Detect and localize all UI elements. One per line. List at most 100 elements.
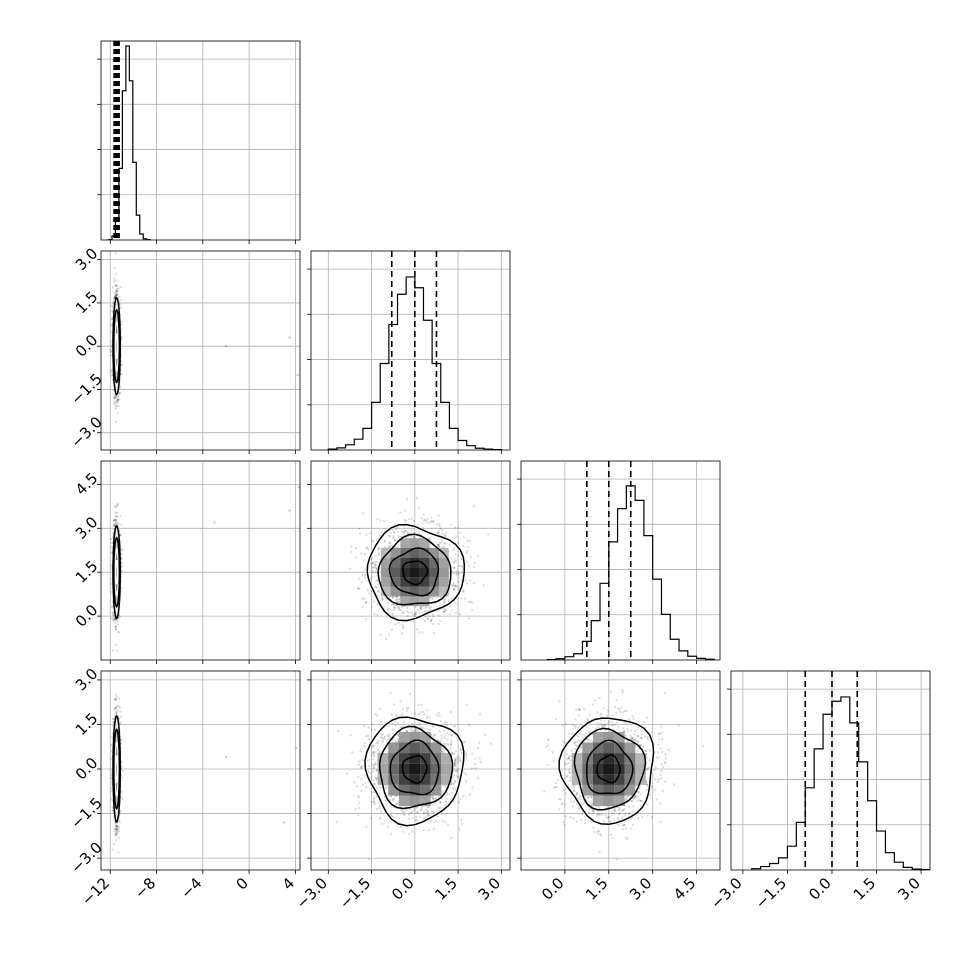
scatter-point bbox=[113, 266, 116, 269]
scatter-point bbox=[440, 540, 443, 544]
scatter-point bbox=[394, 599, 397, 602]
scatter-point bbox=[114, 518, 118, 521]
scatter-point bbox=[390, 603, 393, 606]
scatter-point bbox=[462, 589, 465, 592]
scatter-point bbox=[471, 609, 474, 612]
scatter-point bbox=[110, 374, 113, 377]
scatter-point bbox=[444, 599, 447, 602]
scatter-point bbox=[428, 606, 431, 610]
scatter-point bbox=[397, 605, 401, 608]
scatter-point bbox=[117, 412, 120, 415]
scatter-point bbox=[394, 528, 398, 531]
scatter-point bbox=[462, 590, 465, 593]
scatter-point bbox=[439, 603, 442, 606]
scatter-point bbox=[397, 535, 400, 538]
scatter-point bbox=[376, 578, 379, 581]
scatter-point bbox=[365, 600, 368, 604]
scatter-point bbox=[114, 420, 117, 423]
contour-2 bbox=[377, 533, 452, 606]
scatter-point bbox=[414, 612, 417, 615]
hist-panel-1 bbox=[311, 251, 510, 450]
scatter-point bbox=[113, 617, 116, 620]
scatter-point bbox=[120, 523, 123, 526]
density-block bbox=[400, 577, 410, 587]
scatter-point bbox=[112, 518, 116, 521]
density-block bbox=[390, 557, 401, 568]
scatter-point bbox=[420, 517, 423, 520]
scatter-point bbox=[117, 819, 120, 822]
scatter-point bbox=[487, 533, 490, 536]
density-block bbox=[429, 557, 440, 568]
scatter-point bbox=[109, 617, 112, 620]
scatter-point bbox=[358, 587, 361, 591]
scatter-point bbox=[423, 519, 426, 522]
scatter-point bbox=[385, 637, 388, 640]
scatter-point bbox=[426, 605, 429, 608]
scatter-point bbox=[115, 294, 118, 297]
density-block bbox=[419, 577, 430, 587]
scatter-point bbox=[115, 515, 118, 518]
scatter-point bbox=[114, 511, 117, 514]
scatter-point bbox=[452, 566, 455, 570]
scatter-point bbox=[386, 598, 389, 602]
scatter-point bbox=[116, 398, 120, 401]
hist-frame-0 bbox=[100, 40, 301, 241]
scatter-point bbox=[110, 541, 113, 545]
scatter-point bbox=[371, 605, 374, 608]
scatter-point bbox=[350, 550, 353, 553]
scatter-point bbox=[118, 631, 121, 634]
scatter-point bbox=[436, 543, 439, 546]
density-block bbox=[400, 596, 410, 607]
scatter-point bbox=[363, 559, 366, 562]
scatter-point bbox=[437, 614, 440, 617]
scatter-point bbox=[112, 302, 115, 305]
scatter-point bbox=[117, 522, 120, 525]
scatter-panel-3-0 bbox=[101, 671, 300, 870]
density-block bbox=[439, 557, 449, 568]
scatter-point bbox=[118, 706, 121, 709]
scatter-point bbox=[419, 606, 423, 610]
scatter-point bbox=[473, 561, 476, 565]
scatter-point bbox=[358, 527, 361, 531]
scatter-point bbox=[116, 502, 119, 505]
scatter-point bbox=[404, 529, 407, 533]
scatter-point bbox=[296, 373, 299, 377]
scatter-point bbox=[111, 309, 114, 312]
scatter-point bbox=[373, 613, 376, 616]
scatter-point bbox=[117, 617, 120, 620]
scatter-point bbox=[375, 579, 378, 582]
scatter-point bbox=[120, 335, 123, 338]
scatter-point bbox=[110, 546, 113, 549]
density-block bbox=[410, 557, 420, 568]
scatter-point bbox=[430, 618, 433, 621]
scatter-point bbox=[115, 400, 118, 403]
scatter-point bbox=[119, 306, 122, 309]
scatter-point bbox=[120, 548, 123, 551]
density-block bbox=[419, 538, 430, 548]
scatter-point bbox=[119, 615, 122, 618]
scatter-point bbox=[450, 609, 453, 612]
scatter-point bbox=[358, 577, 361, 580]
scatter-point bbox=[452, 584, 455, 587]
density-block bbox=[380, 577, 391, 587]
scatter-point bbox=[401, 530, 404, 534]
scatter-point bbox=[439, 596, 442, 599]
scatter-point bbox=[114, 284, 117, 287]
scatter-point bbox=[389, 542, 392, 545]
scatter-point bbox=[414, 613, 417, 616]
scatter-point bbox=[361, 597, 364, 600]
scatter-point bbox=[375, 586, 378, 589]
contour-1 bbox=[388, 547, 440, 597]
scatter-point bbox=[115, 289, 118, 292]
scatter-point bbox=[402, 625, 405, 628]
scatter-point bbox=[444, 609, 447, 612]
scatter-point bbox=[112, 396, 115, 400]
scatter-point bbox=[394, 546, 398, 549]
scatter-point bbox=[365, 618, 368, 621]
scatter-point bbox=[404, 509, 407, 512]
scatter-point bbox=[116, 831, 119, 834]
scatter-point bbox=[399, 609, 402, 612]
scatter-point bbox=[415, 611, 418, 614]
scatter-point bbox=[437, 543, 440, 547]
scatter-point bbox=[443, 601, 446, 604]
